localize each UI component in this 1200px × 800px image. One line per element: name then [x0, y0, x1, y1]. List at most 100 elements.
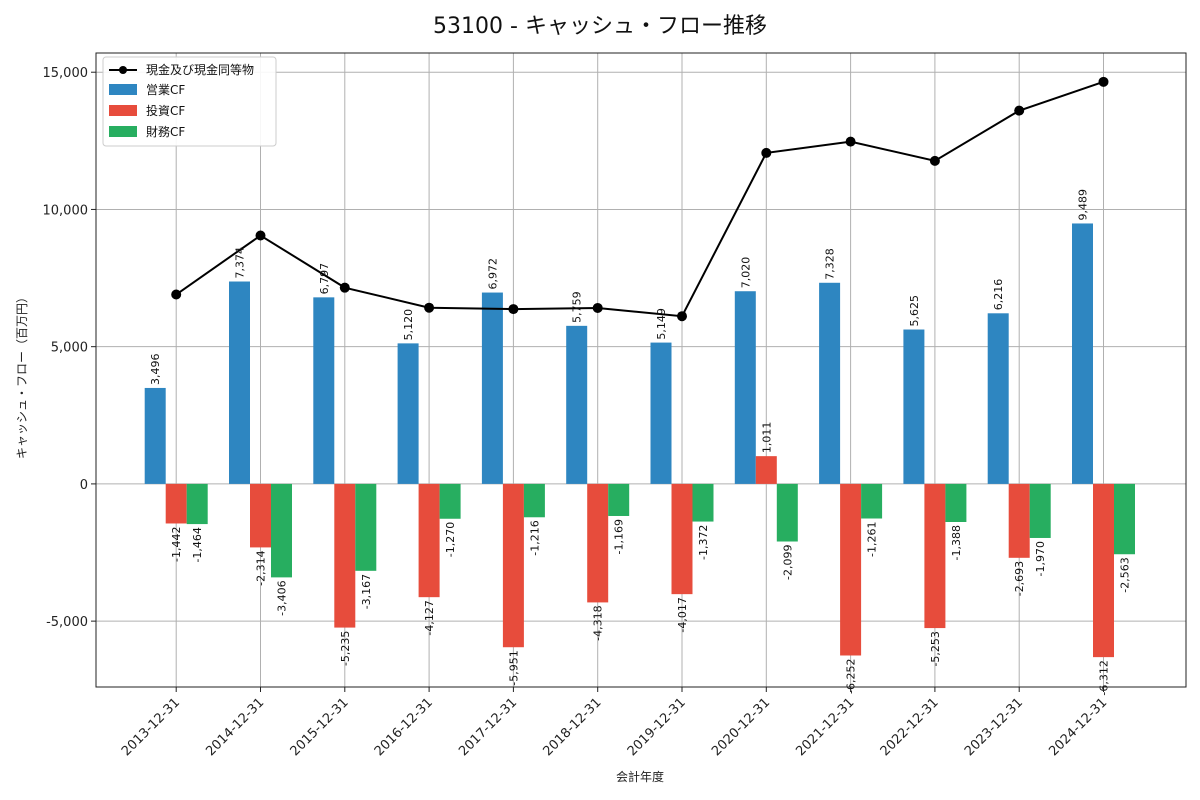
- cash-equivalents-point: [1098, 76, 1109, 87]
- legend-label-investing: 投資CF: [146, 103, 185, 118]
- bar-value-label: -3,406: [276, 580, 289, 615]
- bar-value-label: 7,328: [824, 248, 837, 280]
- bar-value-label: -1,442: [170, 526, 183, 561]
- x-tick-label: 2017-12-31: [456, 695, 520, 759]
- bar-2-8: [861, 483, 883, 519]
- cash-equivalents-point: [339, 282, 350, 293]
- legend-swatch-investing: [109, 105, 137, 116]
- cash-equivalents-point: [592, 302, 603, 313]
- bar-0-1: [229, 281, 250, 484]
- bar-0-0: [144, 387, 166, 484]
- bar-2-5: [608, 483, 630, 516]
- bar-value-label: -3,167: [360, 574, 373, 609]
- bar-value-label: 5,149: [655, 308, 668, 340]
- bar-value-label: -6,252: [845, 658, 858, 693]
- x-tick-label: 2023-12-31: [962, 695, 1026, 759]
- cash-equivalents-point: [677, 311, 687, 322]
- plot-frame: [95, 52, 1187, 688]
- x-axis-label: 会計年度: [616, 769, 664, 784]
- bar-0-3: [397, 343, 419, 484]
- cash-equivalents-point: [171, 289, 182, 300]
- bar-2-7: [776, 483, 798, 542]
- bar-2-9: [945, 483, 967, 522]
- bar-value-label: -5,253: [929, 631, 942, 666]
- cash-equivalents-point: [845, 136, 856, 147]
- bar-1-8: [840, 483, 862, 656]
- bar-value-label: -1,464: [191, 527, 204, 562]
- bar-value-label: 9,489: [1077, 189, 1090, 221]
- x-tick-label: 2014-12-31: [203, 695, 267, 759]
- bar-value-label: -1,970: [1034, 541, 1047, 576]
- bar-2-11: [1114, 483, 1135, 555]
- bar-2-6: [692, 483, 714, 522]
- legend-box: [102, 56, 277, 147]
- x-tick-label: 2013-12-31: [119, 695, 183, 759]
- data-labels-layer: 3,496 7,374 6,797 5,120 6,972 5,759 5,149 7,020…: [149, 189, 1131, 696]
- bar-1-5: [587, 483, 609, 603]
- x-tick-label: 2024-12-31: [1046, 695, 1110, 759]
- x-tick-label: 2018-12-31: [540, 695, 604, 759]
- legend-swatch-operating: [109, 84, 137, 95]
- y-tick-label: 10,000: [43, 203, 89, 218]
- bar-2-3: [439, 483, 461, 519]
- bar-value-label: -1,372: [697, 525, 710, 560]
- bar-value-label: -1,216: [528, 520, 541, 555]
- cash-equivalents-point: [761, 147, 772, 158]
- bar-value-label: -4,127: [423, 600, 436, 635]
- cash-equivalents-point: [929, 155, 940, 166]
- bar-1-4: [502, 483, 524, 648]
- bar-2-4: [523, 483, 545, 518]
- x-tick-label: 2019-12-31: [625, 695, 689, 759]
- bar-0-2: [313, 297, 335, 484]
- bar-value-label: 1,011: [760, 422, 773, 454]
- x-tick-label: 2020-12-31: [709, 695, 773, 759]
- bar-1-11: [1093, 483, 1114, 658]
- legend-line-marker: [119, 66, 127, 74]
- bar-2-1: [271, 483, 292, 578]
- bar-value-label: -5,951: [507, 650, 520, 685]
- bar-value-label: -1,270: [444, 522, 457, 557]
- cash-equivalents-point: [1014, 105, 1025, 116]
- bar-value-label: -1,169: [613, 519, 626, 554]
- bar-2-0: [186, 483, 208, 525]
- bar-0-5: [566, 325, 588, 484]
- bars-layer: [144, 223, 1135, 658]
- legend-label-financing: 財務CF: [146, 124, 185, 139]
- y-tick-label: 5,000: [51, 341, 88, 356]
- bar-value-label: -2,314: [255, 550, 268, 585]
- bar-value-label: 6,797: [318, 263, 331, 295]
- x-tick-label: 2016-12-31: [372, 695, 436, 759]
- y-axis-label: キャッシュ・フロー（百万円）: [15, 291, 29, 459]
- bar-value-label: -2,099: [781, 545, 794, 580]
- y-tick-label: -5,000: [46, 615, 88, 630]
- bar-2-2: [355, 483, 377, 571]
- bar-value-label: -1,261: [866, 522, 879, 557]
- bar-1-0: [165, 483, 187, 524]
- bar-0-7: [734, 291, 756, 484]
- bar-1-10: [1008, 483, 1030, 558]
- legend-swatch-financing: [109, 126, 137, 137]
- bar-value-label: -4,017: [676, 597, 689, 632]
- bar-value-label: -1,388: [950, 525, 963, 560]
- bar-1-6: [671, 483, 693, 595]
- bar-value-label: 7,020: [739, 257, 752, 289]
- cash-equivalents-line: [175, 80, 1104, 318]
- bar-value-label: -5,235: [339, 631, 352, 666]
- cash-equivalents-point: [508, 304, 519, 315]
- x-tick-label: 2022-12-31: [878, 695, 942, 759]
- bar-value-label: -2,693: [1013, 561, 1026, 596]
- bar-2-10: [1029, 483, 1051, 538]
- y-tick-label: 15,000: [43, 66, 89, 81]
- bar-value-label: 3,496: [149, 353, 162, 385]
- legend-label-cash: 現金及び現金同等物: [146, 62, 254, 77]
- bar-value-label: -4,318: [592, 605, 605, 640]
- bar-0-10: [987, 313, 1009, 484]
- cash-equivalents-point: [424, 302, 435, 313]
- bar-0-9: [903, 329, 925, 484]
- bar-value-label: 5,120: [402, 309, 415, 341]
- bar-value-label: 5,759: [571, 291, 584, 323]
- bar-0-11: [1072, 223, 1093, 484]
- bar-0-6: [650, 342, 672, 484]
- chart-title: 53100 - キャッシュ・フロー推移: [433, 14, 767, 39]
